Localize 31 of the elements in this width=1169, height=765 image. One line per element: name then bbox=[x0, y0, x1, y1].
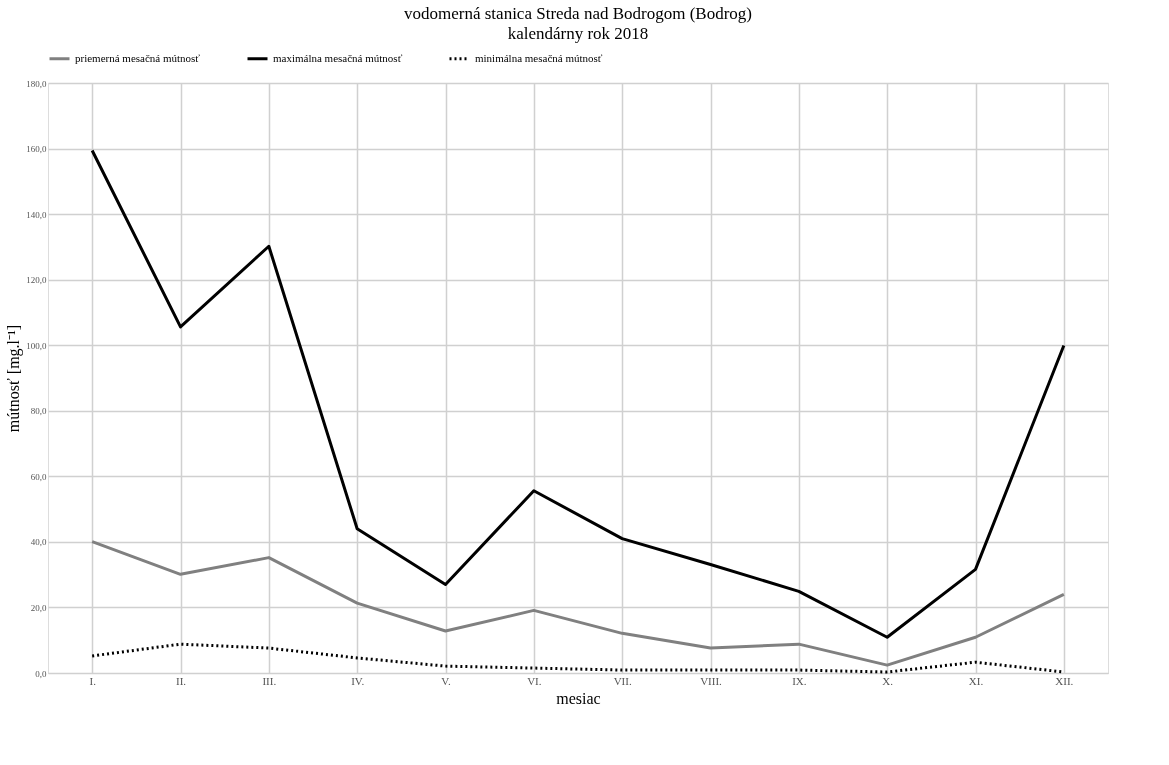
x-tick-label: VIII. bbox=[700, 674, 723, 687]
y-tick-label: 20,0 bbox=[30, 602, 47, 613]
y-tick-label: 100,0 bbox=[26, 340, 47, 351]
x-tick-label: XII. bbox=[1055, 674, 1074, 687]
x-tick-label: II. bbox=[175, 674, 187, 687]
legend-label: maximálna mesačná mútnosť bbox=[273, 51, 403, 64]
chart-title: vodomerná stanica Streda nad Bodrogom (Bodrog) bbox=[404, 4, 752, 23]
x-tick-label: VI. bbox=[527, 674, 542, 687]
legend-label: minimálna mesačná mútnosť bbox=[475, 51, 603, 64]
x-tick-label: X. bbox=[882, 674, 894, 687]
x-tick-label: III. bbox=[262, 674, 277, 687]
y-tick-label: 60,0 bbox=[30, 471, 47, 482]
y-tick-label: 80,0 bbox=[30, 406, 47, 417]
line-series bbox=[90, 149, 1066, 639]
x-tick-label: I. bbox=[89, 674, 97, 687]
y-tick-label: 40,0 bbox=[30, 537, 47, 548]
x-tick-label: V. bbox=[441, 674, 451, 687]
y-tick-label: 120,0 bbox=[26, 275, 47, 286]
y-tick-label: 160,0 bbox=[26, 144, 47, 155]
y-axis-title: mútnosť [mg.l⁻¹] bbox=[5, 324, 24, 433]
x-tick-label: IV. bbox=[351, 674, 365, 687]
y-tick-label: 140,0 bbox=[26, 209, 47, 220]
y-tick-label: 0,0 bbox=[35, 668, 47, 679]
x-tick-label: VII. bbox=[613, 674, 632, 687]
y-tick-label: 180,0 bbox=[26, 78, 47, 89]
chart-subtitle: kalendárny rok 2018 bbox=[507, 24, 649, 43]
x-tick-label: IX. bbox=[792, 674, 807, 687]
x-axis-title: mesiac bbox=[556, 689, 601, 707]
line-series bbox=[90, 540, 1066, 667]
legend-label: priemerná mesačná mútnosť bbox=[75, 51, 201, 64]
x-tick-label: XI. bbox=[968, 674, 984, 687]
